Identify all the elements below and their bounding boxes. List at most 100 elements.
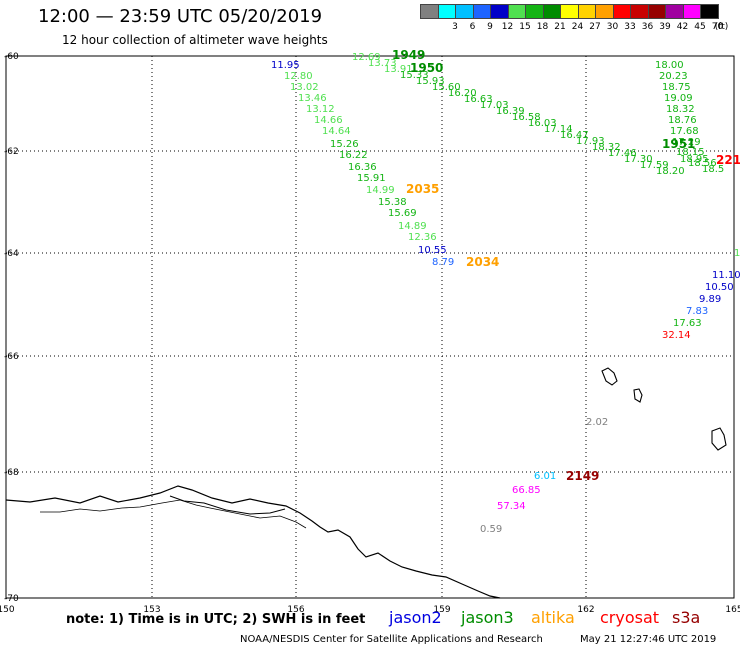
longitude-label: 153 <box>143 605 160 615</box>
generated-timestamp: May 21 12:27:46 UTC 2019 <box>580 634 717 645</box>
wave-height-value: 16.58 <box>512 112 541 123</box>
lat-lon-grid <box>5 55 735 599</box>
longitude-label: 162 <box>577 605 594 615</box>
wave-height-value: 18.32 <box>666 104 695 115</box>
wave-height-value: 17.93 <box>576 136 605 147</box>
wave-height-value: 16.03 <box>528 118 557 129</box>
wave-height-value: 18.15 <box>676 147 705 158</box>
legend-swatch <box>700 4 719 19</box>
pass-time-label: 221 <box>716 153 740 167</box>
legend-label: 3 <box>452 22 458 32</box>
wave-height-value: 11.10 <box>712 270 740 281</box>
pass-time-label: 1950 <box>410 61 443 75</box>
wave-height-value: 10.55 <box>418 245 447 256</box>
wave-height-value: 13.02 <box>290 82 319 93</box>
wave-height-value: 17.63 <box>673 318 702 329</box>
wave-height-value: 18.95 <box>680 154 709 165</box>
color-legend: 3 6 9 12 15 18 21 24 27 30 33 36 39 42 45 70 (ft) <box>420 4 728 36</box>
wave-height-value: 16.22 <box>339 150 368 161</box>
legend-label: 18 <box>536 22 549 32</box>
pass-time-label: 1949 <box>392 48 425 62</box>
inner-coast-path <box>40 499 307 529</box>
track-2149: 2.02 6.01 66.85 57.34 0.59 2149 <box>480 417 608 535</box>
legend-label: 21 <box>554 22 566 32</box>
wave-height-value: 15.26 <box>330 139 359 150</box>
legend-unit: (ft) <box>714 22 729 32</box>
wave-height-value: 15.69 <box>388 208 417 219</box>
latitude-label: -60 <box>4 52 19 62</box>
wave-height-value: 12.69 <box>352 52 381 63</box>
wave-height-value: 8.79 <box>432 257 454 268</box>
satellite-s3a: s3a <box>672 608 701 627</box>
wave-height-value: 14.89 <box>398 221 427 232</box>
wave-height-value: 17.14 <box>544 124 573 135</box>
latitude-label: -64 <box>4 249 19 259</box>
wave-height-value: 57.34 <box>497 501 526 512</box>
wave-height-value: 16.39 <box>496 106 525 117</box>
satellite-cryosat: cryosat <box>600 608 660 627</box>
wave-observations: 12.6913.7313.91194915.3315.9315.6016.201… <box>271 48 740 535</box>
antarctic-coastline <box>5 367 727 599</box>
legend-label: 45 <box>694 22 706 32</box>
wave-height-value: 19.09 <box>664 93 693 104</box>
wave-height-value: 12.80 <box>284 71 313 82</box>
pass-time-label: 2035 <box>406 182 439 196</box>
latitude-label: -66 <box>4 352 19 362</box>
wave-height-value: 16.20 <box>448 88 477 99</box>
longitude-label: 150 <box>0 605 15 615</box>
wave-height-value: 16.47 <box>560 130 589 141</box>
wave-height-value: 14.66 <box>314 115 343 126</box>
island-path <box>711 427 727 451</box>
longitude-label: 165 <box>725 605 740 615</box>
wave-height-value: 16.63 <box>464 94 493 105</box>
wave-height-value: 13.73 <box>368 58 397 69</box>
wave-height-value: 13.46 <box>298 93 327 104</box>
wave-height-value: 17.30 <box>624 154 653 165</box>
latitude-label: -68 <box>4 468 19 478</box>
wave-height-value: 12.36 <box>408 232 437 243</box>
track-2034: 10.558.79 2034 <box>418 245 499 269</box>
satellite-jason2: jason2 <box>389 608 442 627</box>
wave-height-value: 17.68 <box>670 126 699 137</box>
legend-label: 15 <box>519 22 531 32</box>
coastline-path <box>5 485 501 599</box>
wave-height-value: 17.03 <box>480 100 509 111</box>
longitude-label: 156 <box>287 605 304 615</box>
wave-height-value: 17.29 <box>672 137 701 148</box>
wave-height-value: 0.59 <box>480 524 502 535</box>
legend-label: 12 <box>501 22 514 32</box>
wave-height-value: 16.36 <box>348 162 377 173</box>
legend-label: 70 <box>711 22 724 32</box>
wave-height-value: 7.83 <box>686 306 708 317</box>
wave-height-value: 15.33 <box>400 70 429 81</box>
legend-label: 42 <box>676 22 689 32</box>
wave-height-value: 18.56 <box>688 158 717 169</box>
wave-height-value: 66.85 <box>512 485 541 496</box>
legend-label: 9 <box>487 22 493 32</box>
wave-height-value: 18.5 <box>702 164 724 175</box>
pass-time-label: 1951 <box>662 137 695 151</box>
wave-height-value: 17.46 <box>608 148 637 159</box>
satellite-altika: altika <box>531 608 575 627</box>
wave-height-value: 15.91 <box>357 173 386 184</box>
wave-height-value: 2.02 <box>586 417 608 428</box>
wave-height-value: 18.00 <box>655 60 684 71</box>
latitude-label: -70 <box>4 594 19 604</box>
wave-height-value: 18.76 <box>668 115 697 126</box>
wave-height-value: 10.50 <box>705 282 734 293</box>
wave-height-value: 18.75 <box>662 82 691 93</box>
wave-height-value: 14.99 <box>366 185 395 196</box>
wave-height-value: 14.64 <box>322 126 351 137</box>
legend-label: 6 <box>469 22 476 32</box>
credit-text: NOAA/NESDIS Center for Satellite Applica… <box>240 634 543 645</box>
wave-height-value: 20.23 <box>659 71 688 82</box>
wave-height-value: 18.20 <box>656 166 685 177</box>
island-path <box>601 367 618 386</box>
legend-label: 36 <box>641 22 654 32</box>
wave-height-value: 32.14 <box>662 330 691 341</box>
wave-height-value: 6.01 <box>534 471 556 482</box>
